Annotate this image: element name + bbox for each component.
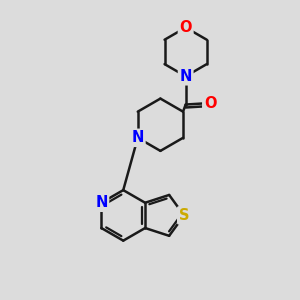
Text: O: O: [179, 20, 192, 35]
Text: O: O: [204, 95, 216, 110]
Text: N: N: [95, 195, 108, 210]
Text: N: N: [132, 130, 144, 145]
Text: N: N: [179, 69, 192, 84]
Text: S: S: [179, 208, 189, 223]
